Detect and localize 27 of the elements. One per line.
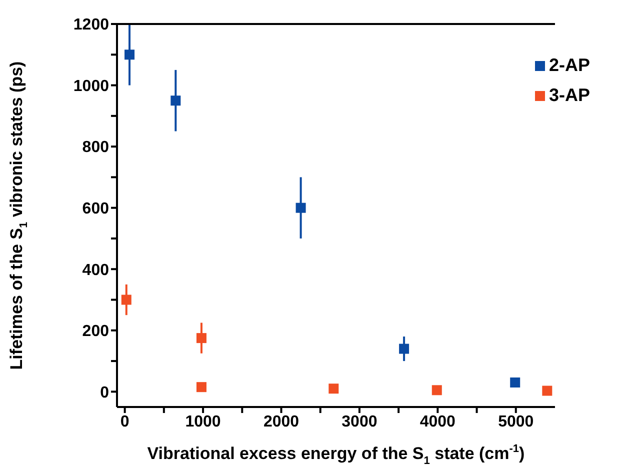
- point: [432, 385, 442, 396]
- point: [328, 384, 339, 394]
- legend-label: 2-AP: [548, 55, 590, 75]
- y-tick-label: 1000: [73, 78, 110, 95]
- point: [399, 344, 410, 354]
- x-tick-label: 5000: [498, 413, 534, 430]
- x-tick-label: 4000: [420, 413, 456, 430]
- x-tick-label: 0: [120, 413, 130, 430]
- x-axis-title: Vibrational excess energy of the S$_{1}$ state (cm$^{-1}$): [147, 443, 525, 467]
- point: [510, 377, 520, 388]
- x-tick-label: 3000: [342, 413, 378, 430]
- point: [124, 50, 135, 60]
- point: [542, 386, 552, 396]
- point: [121, 294, 132, 305]
- point: [196, 382, 206, 392]
- y-tick-label: 0: [100, 384, 110, 402]
- y-tick-label: 400: [82, 262, 110, 279]
- y-tick-label: 800: [82, 139, 110, 156]
- y-tick-label: 600: [82, 200, 110, 218]
- point: [196, 333, 206, 344]
- point: [296, 202, 306, 213]
- point: [170, 96, 181, 106]
- y-tick-label: 200: [82, 323, 110, 340]
- x-tick-label: 2000: [263, 413, 300, 430]
- legend-label: 3-AP: [548, 85, 590, 105]
- x-tick-label: 1000: [185, 413, 221, 430]
- y-tick-label: 1200: [73, 16, 110, 34]
